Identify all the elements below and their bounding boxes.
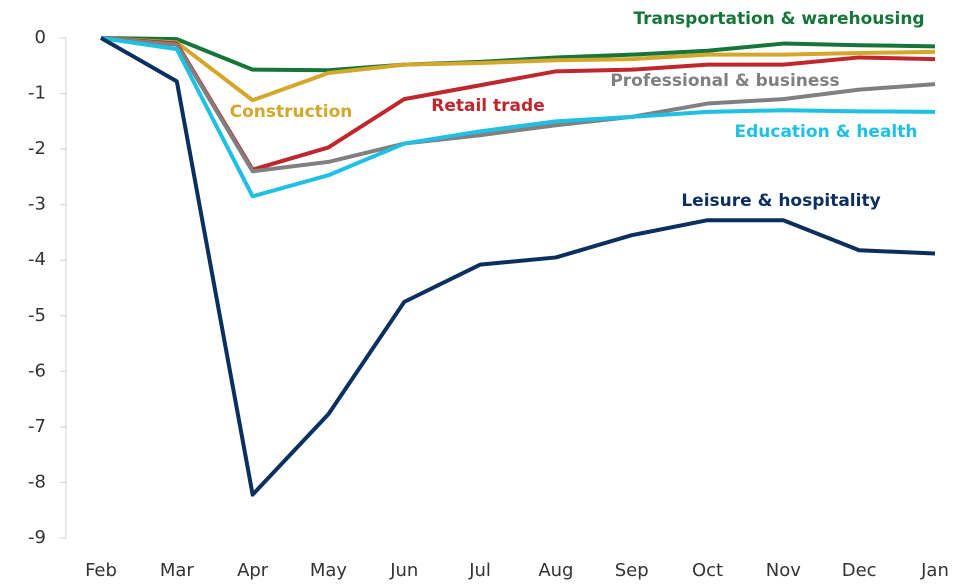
y-tick-label: -1 bbox=[28, 83, 46, 104]
x-tick-label: Apr bbox=[237, 560, 269, 581]
y-tick-label: -3 bbox=[28, 194, 46, 215]
series-line bbox=[100, 36, 936, 174]
series-label: Leisure & hospitality bbox=[681, 191, 880, 211]
x-tick-label: Jun bbox=[389, 560, 418, 581]
y-tick-label: -2 bbox=[28, 138, 46, 159]
x-tick-label: Dec bbox=[842, 560, 877, 581]
x-tick-label: Mar bbox=[160, 560, 195, 581]
y-tick-label: -4 bbox=[28, 249, 46, 270]
x-tick-label: Nov bbox=[766, 560, 801, 581]
series-label: Retail trade bbox=[431, 96, 544, 116]
series-label: Construction bbox=[230, 102, 353, 122]
y-tick-label: -7 bbox=[28, 416, 46, 437]
x-tick-label: Jul bbox=[468, 560, 491, 581]
series-label: Education & health bbox=[735, 122, 918, 142]
x-tick-label: Jan bbox=[920, 560, 949, 581]
x-tick-label: Oct bbox=[692, 560, 723, 581]
y-tick-label: -5 bbox=[28, 305, 46, 326]
y-tick-label: -9 bbox=[28, 527, 46, 548]
series-line bbox=[100, 36, 936, 103]
y-tick-label: 0 bbox=[35, 27, 46, 48]
series-line bbox=[100, 36, 936, 497]
x-tick-label: Aug bbox=[538, 560, 573, 581]
series-label: Transportation & warehousing bbox=[633, 9, 924, 29]
y-tick-label: -6 bbox=[28, 360, 46, 381]
y-tick-label: -8 bbox=[28, 471, 46, 492]
x-tick-label: Sep bbox=[615, 560, 649, 581]
x-tick-label: May bbox=[310, 560, 348, 581]
x-tick-label: Feb bbox=[85, 560, 117, 581]
series-label: Professional & business bbox=[610, 71, 839, 91]
series-line bbox=[100, 36, 936, 199]
